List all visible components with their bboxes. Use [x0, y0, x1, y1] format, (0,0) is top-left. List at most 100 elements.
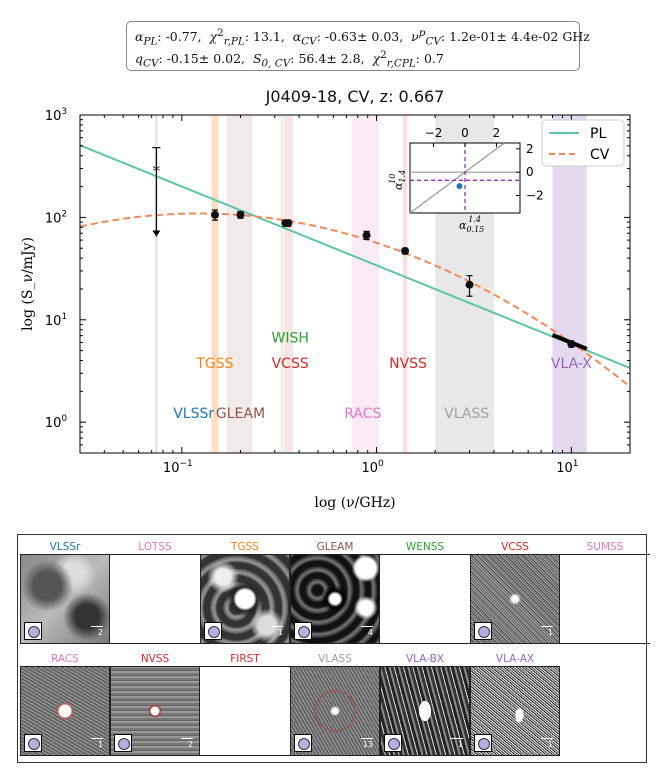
x-tick-label: 101: [556, 459, 578, 476]
inset-x-tick-label: −2: [425, 126, 443, 140]
cutout-image-gleam: 4: [290, 554, 380, 644]
scale-bar: [91, 737, 103, 739]
beam-ellipse: [28, 626, 40, 638]
cutout-label-first: FIRST: [230, 653, 260, 665]
cutout-label-wenss: WENSS: [405, 541, 445, 553]
band-nvss: [402, 115, 408, 453]
plot-frame: [79, 114, 631, 454]
pl-model-line: [80, 144, 630, 369]
scale-label: 1: [547, 740, 553, 749]
cutout-label-vlssr: VLSSr: [49, 541, 81, 553]
inset-x-label: α0.151.4: [459, 215, 484, 234]
scale-label: 1: [97, 740, 103, 749]
cutout-image-sumss: [560, 554, 650, 644]
legend-box: [541, 119, 625, 167]
band-tgss: [211, 115, 219, 453]
cutout-image-vla-bx: 1: [380, 666, 470, 756]
survey-labels: VLSSr TGSS GLEAM WISH VCSS NVSS RACS VLASS VLA-X: [173, 331, 592, 422]
band-wish: [280, 115, 283, 453]
cutout-image-vlssr: 2: [20, 554, 110, 644]
y-axis-label: log (S_ν/mJy): [20, 237, 36, 331]
scale-bar: [361, 625, 373, 627]
inset-x-tick-label: 2: [493, 126, 501, 140]
y-tick-label: 102: [45, 209, 67, 226]
cutout-label-vla-ax: VLA-AX: [495, 653, 535, 665]
survey-bands: [155, 115, 587, 453]
data-point: [465, 280, 474, 289]
scale-label: 1: [547, 628, 553, 637]
y-tick-exponent: 1: [61, 312, 67, 322]
scale-label: 4: [367, 628, 373, 637]
beam-icon: [384, 734, 402, 752]
cutout-label-tgss: TGSS: [231, 541, 259, 553]
chart-title: J0409-18, CV, z: 0.667: [265, 87, 445, 106]
scale-bar: [361, 737, 373, 739]
scale-bar: [181, 737, 193, 739]
band-vlssr: [155, 115, 158, 453]
survey-label-wish: WISH: [271, 331, 308, 347]
beam-ellipse: [208, 626, 220, 638]
cutout-image-wenss: [380, 554, 470, 644]
y-tick-exponent: 0: [61, 414, 67, 424]
x-axis-label: log (ν/GHz): [314, 495, 395, 511]
axis-ticks: [79, 114, 631, 454]
beam-icon: [474, 734, 492, 752]
fit-parameters-row-1: αPL: -0.77, χ2r,PL: 13.1, αCV: -0.63± 0.…: [135, 27, 590, 48]
beam-ellipse: [28, 738, 40, 750]
data-point: [284, 219, 293, 228]
data-point: [210, 210, 219, 219]
scale-label: 1: [457, 740, 463, 749]
beam-icon: [24, 734, 42, 752]
fit-parameters-row-2: qCV: -0.15± 0.02, S0, CV: 56.4± 2.8, χ2r…: [135, 49, 444, 70]
x-tick-label: 10−1: [163, 459, 193, 476]
y-tick-label: 103: [45, 107, 67, 124]
y-tick-label: 101: [45, 312, 67, 329]
band-gleam: [226, 115, 253, 453]
cutout-image-racs: 1: [20, 666, 110, 756]
scale-bar: [271, 625, 283, 627]
scale-bar: [451, 737, 463, 739]
upper-limit-marker: *: [153, 162, 161, 180]
survey-label-nvss: NVSS: [389, 356, 427, 372]
inset-y-tick-label: 0: [526, 165, 534, 179]
beam-ellipse: [118, 738, 130, 750]
legend-cv-label: CV: [590, 147, 610, 163]
legend-pl-label: PL: [590, 126, 606, 142]
cutout-image-first: [200, 666, 290, 756]
alpha-pl-value: -0.77: [165, 29, 198, 45]
cutout-label-lotss: LOTSS: [138, 541, 172, 553]
beam-icon: [114, 734, 132, 752]
y-tick-exponent: 2: [61, 209, 67, 219]
inset-x-label-sup: 1.4: [468, 215, 481, 224]
beam-icon: [294, 622, 312, 640]
upper-limit-arrow: [152, 230, 161, 237]
s0-cv-value: 56.4± 2.8: [298, 51, 361, 67]
inset-y-label: α1.410: [388, 170, 407, 190]
cutout-image-vla-ax: 1: [470, 666, 560, 756]
cutout-label-racs: RACS: [51, 653, 79, 665]
cutout-image-lotss: [110, 554, 200, 644]
inset-y-label-sup: 10: [388, 174, 397, 184]
cutout-label-vlass: VLASS: [318, 653, 352, 665]
data-point: [401, 246, 410, 255]
inset-diagonal: [409, 142, 505, 214]
inset-point: [456, 183, 463, 190]
scale-label: 1: [277, 628, 283, 637]
x-tick-exponent: 1: [573, 459, 579, 469]
data-point: [362, 231, 371, 240]
y-tick-exponent: 3: [61, 107, 67, 117]
band-vla-x: [552, 115, 587, 453]
beam-icon: [474, 622, 492, 640]
cutout-label-gleam: GLEAM: [316, 541, 354, 553]
beam-icon: [24, 622, 42, 640]
band-vcss: [283, 115, 293, 453]
survey-label-gleam: GLEAM: [216, 406, 265, 422]
cutout-label-nvss: NVSS: [140, 653, 170, 665]
beam-icon: [294, 734, 312, 752]
x-tick-label: 100: [361, 459, 384, 476]
scale-label: 2: [187, 740, 193, 749]
inset-x-tick-label: 0: [461, 126, 469, 140]
beam-ellipse: [298, 626, 310, 638]
survey-label-racs: RACS: [344, 406, 381, 422]
nu-cv-value: 1.2e-01± 4.4e-02 GHz: [449, 29, 590, 45]
